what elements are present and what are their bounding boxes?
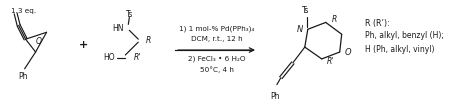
Text: DCM, r.t., 12 h: DCM, r.t., 12 h xyxy=(191,36,242,42)
Text: HO: HO xyxy=(104,53,115,62)
Text: R': R' xyxy=(133,53,141,62)
Text: R (R’):: R (R’): xyxy=(365,19,389,28)
Text: 50°C, 4 h: 50°C, 4 h xyxy=(200,66,234,73)
Text: 1) 1 mol-% Pd(PPh₃)₄: 1) 1 mol-% Pd(PPh₃)₄ xyxy=(179,26,254,32)
Text: N: N xyxy=(297,25,303,34)
Text: O: O xyxy=(345,48,351,56)
Text: Ph, alkyl, benzyl (H);: Ph, alkyl, benzyl (H); xyxy=(365,31,444,40)
Text: 2) FeCl₃ • 6 H₂O: 2) FeCl₃ • 6 H₂O xyxy=(188,56,246,62)
Text: R: R xyxy=(332,15,337,24)
Text: Ph: Ph xyxy=(270,92,280,101)
Text: O: O xyxy=(36,37,42,46)
Text: HN: HN xyxy=(112,24,123,33)
Text: +: + xyxy=(79,40,88,50)
Text: H (Ph, alkyl, vinyl): H (Ph, alkyl, vinyl) xyxy=(365,45,434,54)
Text: Ts: Ts xyxy=(126,10,133,19)
Text: Ph: Ph xyxy=(18,72,27,81)
Text: R: R xyxy=(146,36,152,45)
Text: Ts: Ts xyxy=(302,7,310,16)
Text: 1.3 eq.: 1.3 eq. xyxy=(11,8,36,14)
Text: R': R' xyxy=(327,57,334,66)
